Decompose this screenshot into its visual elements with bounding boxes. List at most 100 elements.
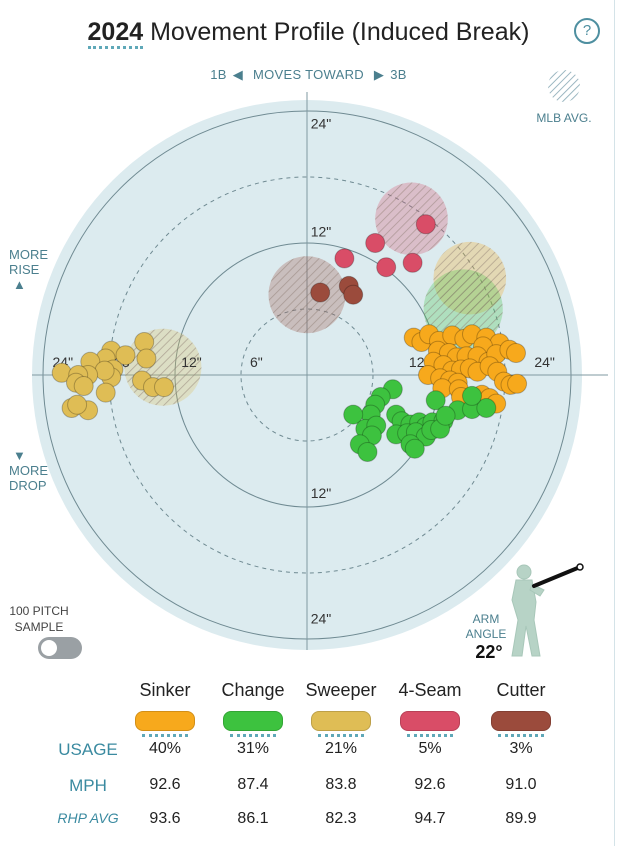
mph-value-sinker: 92.6 — [149, 776, 181, 793]
point-change — [476, 398, 497, 418]
dotted-underline — [318, 734, 364, 737]
mlb-avg-legend: MLB AVG. — [534, 68, 594, 125]
usage-value-change: 31% — [236, 740, 270, 757]
usage-row-label: USAGE — [58, 740, 118, 759]
pitch-name: Cutter — [496, 680, 546, 700]
pitch-column-4-seam[interactable]: 4-Seam — [385, 680, 475, 737]
arrow-left-icon: ◀ — [232, 67, 244, 82]
pitch-name: 4-Seam — [398, 680, 462, 700]
rhp-avg-value-4-seam: 94.7 — [414, 810, 446, 827]
point-change — [435, 405, 456, 426]
rhp-avg-value-sinker: 93.6 — [149, 810, 181, 827]
pitch-toggle-change[interactable] — [223, 711, 283, 731]
ring-label-x-right-24: 24" — [534, 354, 555, 370]
point-4-seam — [365, 233, 386, 253]
arm-label-line2: ANGLE — [465, 627, 507, 641]
rhp-avg-value-sweeper: 82.3 — [325, 810, 357, 827]
pitch-column-sweeper[interactable]: Sweeper — [296, 680, 386, 737]
ring-label-x-left-12: 12" — [181, 354, 202, 370]
ring-label-y-bottom-24: 24" — [311, 611, 332, 627]
rhp-avg-value-change: 86.1 — [237, 810, 269, 827]
point-4-seam — [415, 214, 436, 235]
ring-label-y-top-24: 24" — [311, 116, 332, 132]
point-cutter — [343, 284, 364, 305]
point-sweeper — [134, 332, 155, 352]
point-change — [462, 385, 482, 406]
arrow-up-icon: ▲ — [13, 277, 26, 292]
direction-right: 3B — [390, 67, 407, 82]
help-button[interactable]: ? — [574, 18, 600, 44]
point-sinker — [507, 373, 528, 394]
direction-left: 1B — [210, 67, 227, 82]
drop-line1: MORE — [9, 463, 48, 478]
title-year[interactable]: 2024 — [87, 18, 144, 49]
pitch-column-change[interactable]: Change — [208, 680, 298, 737]
arm-angle-label: ARM ANGLE — [456, 612, 516, 642]
sample-toggle[interactable] — [38, 637, 82, 659]
direction-middle: MOVES TOWARD — [253, 67, 364, 82]
usage-value-4-seam: 5% — [418, 740, 442, 757]
point-sweeper — [95, 382, 116, 403]
more-rise-label: MORE RISE ▲ — [9, 247, 48, 292]
pitch-header-row: Sinker Change Sweeper 4-Seam Cutter — [0, 680, 617, 750]
point-change — [425, 390, 446, 411]
point-sweeper — [154, 377, 174, 398]
series-sinker — [403, 324, 528, 414]
pitch-column-cutter[interactable]: Cutter — [476, 680, 566, 737]
point-change — [357, 442, 378, 462]
drop-line2: DROP — [9, 478, 47, 493]
pitch-toggle-4-seam[interactable] — [400, 711, 460, 731]
point-4-seam — [376, 257, 397, 278]
series-sweeper — [51, 332, 174, 421]
point-cutter — [310, 282, 331, 303]
direction-label: 1B ◀ MOVES TOWARD ▶ 3B — [0, 67, 617, 83]
sample-label-line2: SAMPLE — [14, 620, 64, 634]
mph-value-change: 87.4 — [237, 776, 269, 793]
title-text: Movement Profile (Induced Break) — [150, 18, 530, 46]
rhp-avg-value-cutter: 89.9 — [505, 810, 537, 827]
point-change — [404, 438, 425, 459]
series-4-seam — [334, 214, 436, 278]
mph-row: MPH 92.6 87.4 83.8 92.6 91.0 — [0, 776, 617, 806]
rise-line1: MORE — [9, 247, 48, 262]
mlb-avg-hatch — [268, 256, 346, 334]
arm-angle-value: 22° — [475, 642, 503, 662]
mlb-avg-label: MLB AVG. — [536, 111, 592, 125]
point-sinker — [506, 343, 526, 363]
toggle-knob[interactable] — [41, 640, 57, 656]
point-sweeper — [67, 394, 88, 415]
mlb-avg-4-seam — [375, 182, 448, 256]
dotted-underline — [230, 734, 276, 737]
arrow-right-icon: ▶ — [373, 67, 385, 82]
sample-label-line1: 100 PITCH — [9, 604, 69, 618]
point-change — [343, 404, 364, 425]
ring-label-y-top-12: 12" — [311, 223, 332, 239]
sample-label: 100 PITCH SAMPLE — [6, 603, 72, 635]
mlb-avg-hatch-icon — [548, 70, 580, 102]
dotted-underline — [407, 734, 453, 737]
pitch-toggle-sweeper[interactable] — [311, 711, 371, 731]
point-4-seam — [402, 252, 423, 273]
ring-label-x-right-12: 12" — [409, 354, 430, 370]
point-4-seam — [334, 248, 355, 269]
dotted-underline — [498, 734, 544, 737]
pitch-toggle-cutter[interactable] — [491, 711, 551, 731]
frame-line — [614, 0, 615, 846]
pitch-name: Sinker — [139, 680, 191, 700]
rhp-avg-row: RHP AVG 93.6 86.1 82.3 94.7 89.9 — [0, 810, 617, 840]
point-sweeper — [73, 376, 94, 396]
pitch-toggle-sinker[interactable] — [135, 711, 195, 731]
dotted-underline — [142, 734, 188, 737]
pitch-column-sinker[interactable]: Sinker — [120, 680, 210, 737]
mph-value-sweeper: 83.8 — [325, 776, 357, 793]
usage-value-sweeper: 21% — [324, 740, 358, 757]
mph-value-4-seam: 92.6 — [414, 776, 446, 793]
mph-value-cutter: 91.0 — [505, 776, 537, 793]
series-change — [343, 379, 497, 462]
point-sweeper — [136, 348, 157, 369]
mlb-avg-cutter — [268, 256, 346, 334]
mph-row-label: MPH — [69, 776, 107, 795]
point-sweeper — [94, 360, 115, 381]
mlb-avg-hatch — [375, 182, 448, 256]
